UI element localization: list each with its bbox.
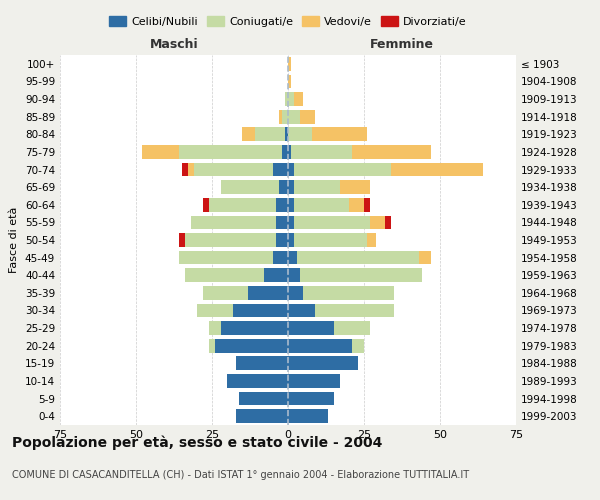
Bar [248, 286, 288, 300]
Bar [294, 216, 370, 230]
Bar [194, 162, 273, 176]
Bar [227, 374, 288, 388]
Bar [294, 198, 349, 211]
Bar [279, 180, 288, 194]
Bar [288, 145, 291, 159]
Bar [188, 162, 194, 176]
Bar [209, 339, 215, 352]
Bar [367, 233, 376, 247]
Bar [313, 128, 367, 141]
Bar [142, 145, 179, 159]
Bar [288, 128, 313, 141]
Bar [288, 410, 328, 423]
Y-axis label: Anni di nascita: Anni di nascita [597, 198, 600, 281]
Bar [288, 339, 352, 352]
Bar [191, 216, 276, 230]
Bar [282, 110, 288, 124]
Text: Femmine: Femmine [370, 38, 434, 52]
Bar [334, 321, 370, 335]
Bar [221, 321, 288, 335]
Bar [182, 162, 188, 176]
Bar [279, 110, 282, 124]
Bar [236, 410, 288, 423]
Bar [288, 392, 334, 406]
Bar [288, 233, 294, 247]
Bar [288, 162, 294, 176]
Bar [197, 304, 233, 318]
Bar [294, 180, 340, 194]
Bar [352, 145, 431, 159]
Bar [288, 356, 358, 370]
Bar [179, 250, 273, 264]
Bar [349, 198, 364, 211]
Bar [209, 198, 276, 211]
Bar [291, 145, 352, 159]
Bar [254, 128, 285, 141]
Bar [303, 286, 394, 300]
Bar [288, 198, 294, 211]
Bar [185, 268, 263, 282]
Bar [236, 356, 288, 370]
Bar [294, 92, 303, 106]
Bar [352, 339, 364, 352]
Bar [282, 145, 288, 159]
Bar [385, 216, 391, 230]
Bar [288, 268, 300, 282]
Bar [288, 110, 300, 124]
Bar [285, 128, 288, 141]
Bar [203, 286, 248, 300]
Bar [288, 74, 291, 88]
Bar [419, 250, 431, 264]
Bar [364, 198, 370, 211]
Text: COMUNE DI CASACANDITELLA (CH) - Dati ISTAT 1° gennaio 2004 - Elaborazione TUTTIT: COMUNE DI CASACANDITELLA (CH) - Dati IST… [12, 470, 469, 480]
Bar [288, 321, 334, 335]
Bar [285, 92, 288, 106]
Bar [276, 216, 288, 230]
Bar [288, 180, 294, 194]
Bar [242, 128, 254, 141]
Bar [233, 304, 288, 318]
Bar [276, 198, 288, 211]
Bar [288, 250, 297, 264]
Bar [370, 216, 385, 230]
Y-axis label: Fasce di età: Fasce di età [10, 207, 19, 273]
Bar [300, 268, 422, 282]
Bar [294, 233, 367, 247]
Bar [185, 233, 276, 247]
Bar [300, 110, 316, 124]
Bar [288, 92, 294, 106]
Bar [209, 321, 221, 335]
Bar [203, 198, 209, 211]
Bar [179, 233, 185, 247]
Bar [221, 180, 279, 194]
Bar [215, 339, 288, 352]
Bar [273, 162, 288, 176]
Bar [263, 268, 288, 282]
Bar [297, 250, 419, 264]
Bar [288, 216, 294, 230]
Bar [316, 304, 394, 318]
Text: Popolazione per età, sesso e stato civile - 2004: Popolazione per età, sesso e stato civil… [12, 436, 382, 450]
Bar [294, 162, 391, 176]
Bar [288, 374, 340, 388]
Text: Maschi: Maschi [149, 38, 199, 52]
Bar [273, 250, 288, 264]
Bar [288, 304, 316, 318]
Bar [179, 145, 282, 159]
Bar [340, 180, 370, 194]
Bar [276, 233, 288, 247]
Bar [288, 286, 303, 300]
Bar [239, 392, 288, 406]
Bar [288, 57, 291, 70]
Legend: Celibi/Nubili, Coniugati/e, Vedovi/e, Divorziati/e: Celibi/Nubili, Coniugati/e, Vedovi/e, Di… [106, 12, 470, 30]
Bar [391, 162, 482, 176]
